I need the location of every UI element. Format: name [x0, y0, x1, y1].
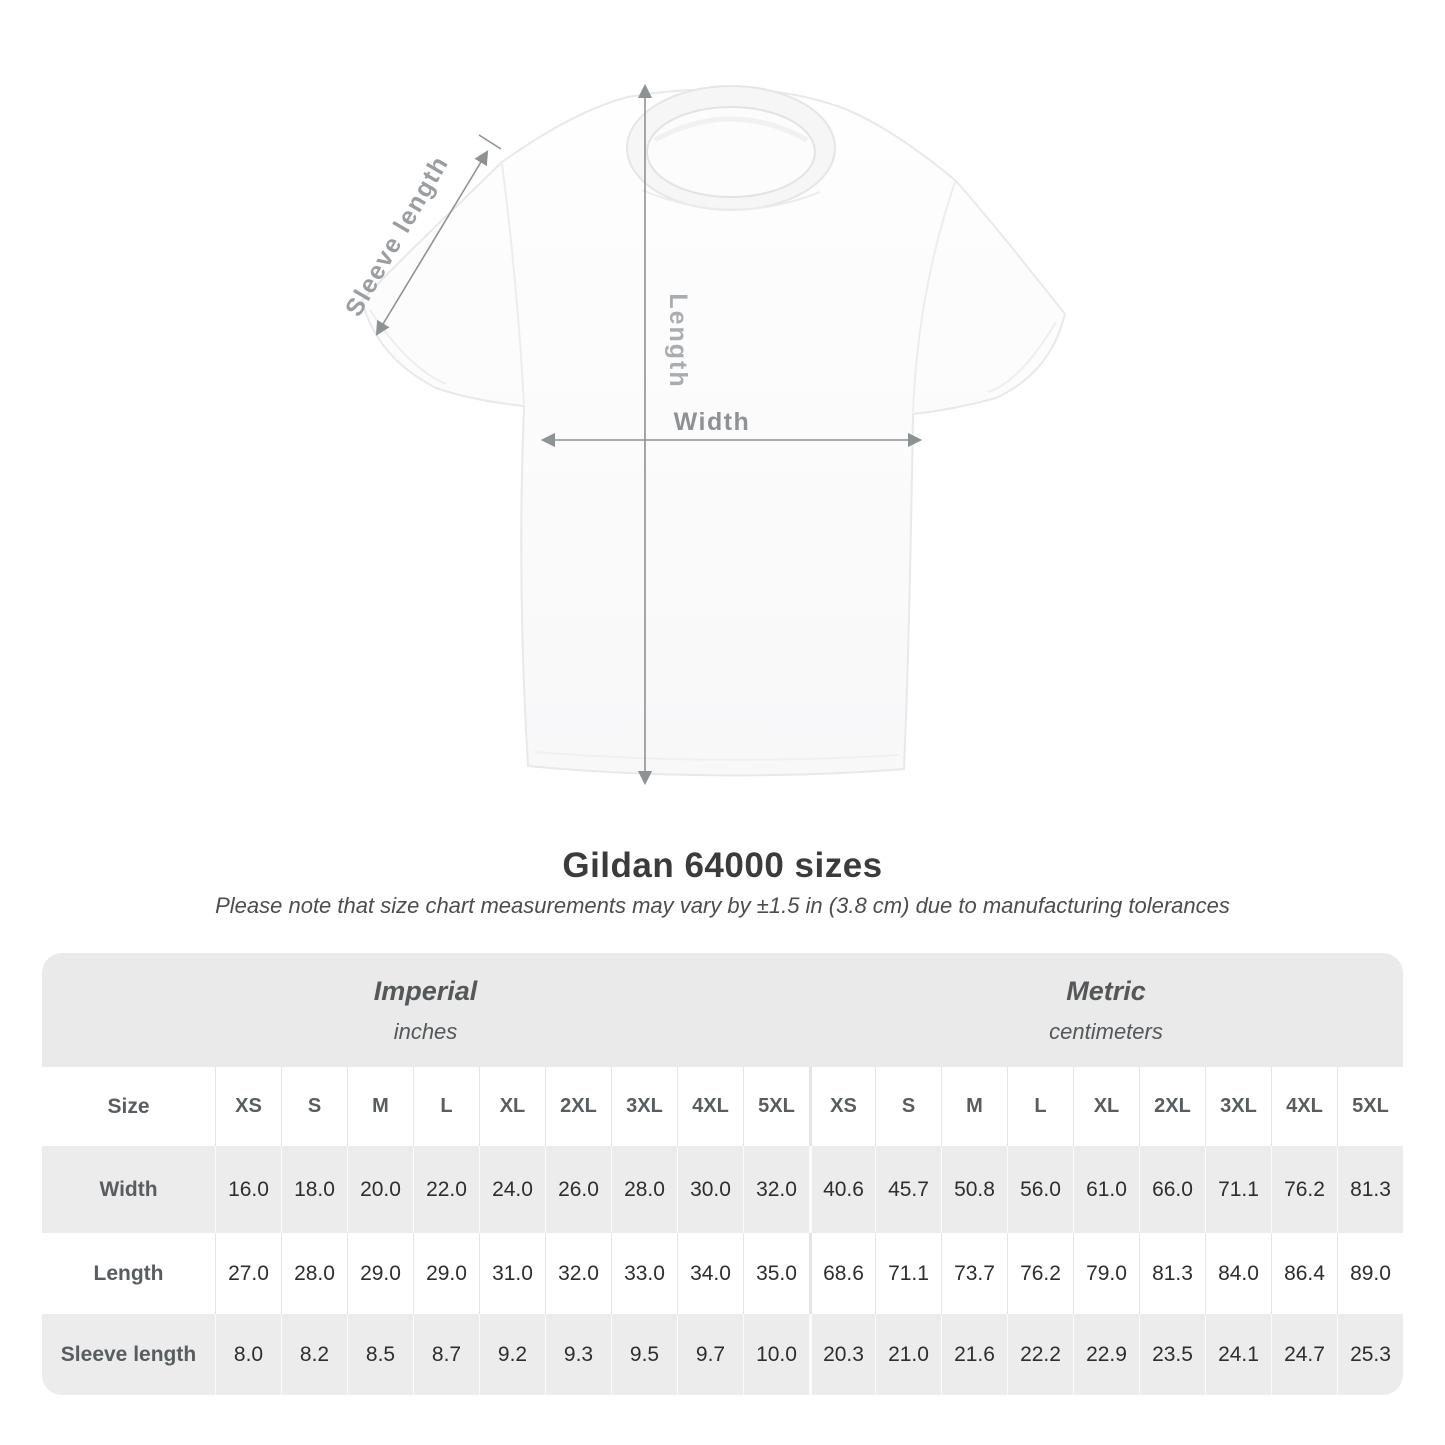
size-header-imperial-xl: XL [479, 1067, 545, 1146]
value-length-metric-3xl: 84.0 [1205, 1233, 1271, 1314]
imperial-group-unit: inches [393, 1018, 458, 1044]
value-width-imperial-m: 20.0 [347, 1146, 413, 1233]
tshirt-measurement-diagram: Sleeve length Length Width [340, 83, 1067, 786]
size-header-metric-2xl: 2XL [1139, 1067, 1205, 1146]
value-sleeve-length-metric-s: 21.0 [875, 1314, 941, 1395]
value-sleeve-length-metric-xs: 20.3 [809, 1314, 875, 1395]
sleeve-length-arrow [375, 150, 489, 336]
value-width-metric-3xl: 71.1 [1205, 1146, 1271, 1233]
metric-group-title: Metric [1066, 975, 1146, 1006]
value-length-imperial-xs: 27.0 [215, 1233, 281, 1314]
size-header-metric-5xl: 5XL [1337, 1067, 1403, 1146]
value-length-imperial-5xl: 35.0 [743, 1233, 809, 1314]
value-length-imperial-s: 28.0 [281, 1233, 347, 1314]
value-sleeve-length-imperial-m: 8.5 [347, 1314, 413, 1395]
value-sleeve-length-imperial-s: 8.2 [281, 1314, 347, 1395]
right-sleeve-hem [987, 321, 1057, 393]
tshirt-diagram-svg: Sleeve length Length Width [340, 83, 1067, 786]
width-label: Width [674, 408, 751, 436]
value-length-imperial-xl: 31.0 [479, 1233, 545, 1314]
size-header-metric-3xl: 3XL [1205, 1067, 1271, 1146]
value-sleeve-length-metric-5xl: 25.3 [1337, 1314, 1403, 1395]
imperial-group-header: Imperial inches [42, 953, 809, 1067]
value-width-imperial-l: 22.0 [413, 1146, 479, 1233]
size-header-imperial-m: M [347, 1067, 413, 1146]
value-width-imperial-xs: 16.0 [215, 1146, 281, 1233]
value-sleeve-length-imperial-xs: 8.0 [215, 1314, 281, 1395]
value-sleeve-length-metric-2xl: 23.5 [1139, 1314, 1205, 1395]
value-sleeve-length-metric-m: 21.6 [941, 1314, 1007, 1395]
value-length-metric-xl: 79.0 [1073, 1233, 1139, 1314]
metric-group-header: Metric centimeters [809, 953, 1403, 1067]
value-width-imperial-4xl: 30.0 [677, 1146, 743, 1233]
value-width-metric-m: 50.8 [941, 1146, 1007, 1233]
imperial-group-title: Imperial [373, 975, 478, 1006]
size-header-metric-s: S [875, 1067, 941, 1146]
value-length-imperial-4xl: 34.0 [677, 1233, 743, 1314]
size-header-imperial-s: S [281, 1067, 347, 1146]
size-column-header: Size [107, 1094, 150, 1118]
collar-inner-shadow [653, 116, 809, 143]
value-width-metric-xl: 61.0 [1073, 1146, 1139, 1233]
value-width-metric-4xl: 76.2 [1271, 1146, 1337, 1233]
metric-group-unit: centimeters [1049, 1018, 1163, 1044]
size-header-imperial-4xl: 4XL [677, 1067, 743, 1146]
value-sleeve-length-metric-l: 22.2 [1007, 1314, 1073, 1395]
value-length-metric-s: 71.1 [875, 1233, 941, 1314]
size-header-metric-xl: XL [1073, 1067, 1139, 1146]
value-length-imperial-m: 29.0 [347, 1233, 413, 1314]
value-length-metric-xs: 68.6 [809, 1233, 875, 1314]
value-sleeve-length-imperial-5xl: 10.0 [743, 1314, 809, 1395]
size-header-imperial-3xl: 3XL [611, 1067, 677, 1146]
value-width-metric-l: 56.0 [1007, 1146, 1073, 1233]
value-sleeve-length-metric-xl: 22.9 [1073, 1314, 1139, 1395]
value-sleeve-length-metric-4xl: 24.7 [1271, 1314, 1337, 1395]
row-label-width: Width [42, 1146, 215, 1233]
value-width-imperial-3xl: 28.0 [611, 1146, 677, 1233]
value-width-metric-2xl: 66.0 [1139, 1146, 1205, 1233]
value-width-imperial-xl: 24.0 [479, 1146, 545, 1233]
value-sleeve-length-imperial-l: 8.7 [413, 1314, 479, 1395]
size-table: Imperial inches Metric centimeters Size X… [42, 953, 1403, 1395]
value-width-imperial-5xl: 32.0 [743, 1146, 809, 1233]
value-length-metric-l: 76.2 [1007, 1233, 1073, 1314]
value-sleeve-length-metric-3xl: 24.1 [1205, 1314, 1271, 1395]
value-sleeve-length-imperial-2xl: 9.3 [545, 1314, 611, 1395]
row-label-length: Length [93, 1261, 164, 1285]
value-sleeve-length-imperial-4xl: 9.7 [677, 1314, 743, 1395]
value-width-metric-s: 45.7 [875, 1146, 941, 1233]
value-sleeve-length-imperial-xl: 9.2 [479, 1314, 545, 1395]
length-label: Length [664, 293, 692, 388]
size-header-imperial-xs: XS [215, 1067, 281, 1146]
size-header-imperial-5xl: 5XL [743, 1067, 809, 1146]
value-length-metric-5xl: 89.0 [1337, 1233, 1403, 1314]
value-width-metric-5xl: 81.3 [1337, 1146, 1403, 1233]
row-label-sleeve-length: Sleeve length [42, 1314, 215, 1395]
sleeve-arrow-end-tick [478, 134, 502, 150]
size-header-imperial-l: L [413, 1067, 479, 1146]
size-header-metric-m: M [941, 1067, 1007, 1146]
value-width-imperial-2xl: 26.0 [545, 1146, 611, 1233]
bottom-hem-seam [533, 751, 899, 761]
value-sleeve-length-imperial-3xl: 9.5 [611, 1314, 677, 1395]
value-length-metric-2xl: 81.3 [1139, 1233, 1205, 1314]
value-length-imperial-l: 29.0 [413, 1233, 479, 1314]
value-width-imperial-s: 18.0 [281, 1146, 347, 1233]
value-width-metric-xs: 40.6 [809, 1146, 875, 1233]
size-header-imperial-2xl: 2XL [545, 1067, 611, 1146]
left-shoulder-seam [501, 163, 525, 405]
size-header-metric-xs: XS [809, 1067, 875, 1146]
value-length-imperial-2xl: 32.0 [545, 1233, 611, 1314]
value-length-imperial-3xl: 33.0 [611, 1233, 677, 1314]
tolerance-note: Please note that size chart measurements… [215, 893, 1230, 918]
value-length-metric-4xl: 86.4 [1271, 1233, 1337, 1314]
tshirt-body [360, 87, 1067, 777]
collar-seam [641, 189, 821, 211]
value-length-metric-m: 73.7 [941, 1233, 1007, 1314]
right-shoulder-seam [912, 181, 956, 413]
size-header-metric-l: L [1007, 1067, 1073, 1146]
page-title: Gildan 64000 sizes [562, 846, 883, 885]
size-header-metric-4xl: 4XL [1271, 1067, 1337, 1146]
